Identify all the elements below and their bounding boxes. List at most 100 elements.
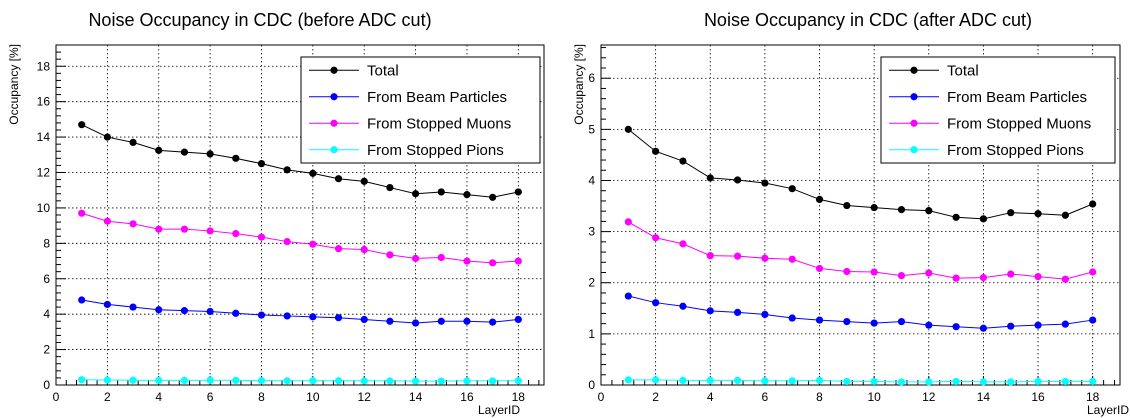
legend-box: [880, 56, 1116, 164]
legend-entry-label: From Beam Particles: [947, 89, 1087, 106]
series-point: [706, 252, 714, 260]
series-point: [1007, 322, 1015, 330]
x-tick-label: 0: [53, 390, 60, 404]
series-point: [283, 166, 291, 174]
y-axis-label: Occupancy [%]: [572, 44, 586, 125]
y-tick-label: 10: [37, 201, 51, 215]
x-tick-label: 8: [816, 390, 823, 404]
series-point: [843, 318, 851, 326]
series-point: [788, 377, 796, 385]
y-tick-label: 12: [37, 166, 51, 180]
series-point: [489, 377, 497, 385]
y-tick-label: 6: [588, 71, 595, 85]
series-point: [386, 317, 394, 325]
series-point: [334, 175, 343, 183]
y-tick-label: 8: [43, 236, 50, 250]
series-point: [733, 308, 742, 316]
x-tick-label: 4: [155, 390, 162, 404]
series-point: [360, 377, 368, 385]
series-point: [437, 317, 445, 325]
x-tick-label: 8: [258, 390, 265, 404]
series-point: [257, 376, 266, 385]
legend-swatch-marker: [330, 66, 338, 74]
series-point: [733, 376, 742, 384]
series-point: [514, 315, 522, 324]
legend-entry-label: From Beam Particles: [367, 89, 507, 106]
series-point: [815, 264, 824, 273]
series-point: [283, 312, 291, 320]
series-point: [679, 240, 687, 248]
series-line: [628, 379, 1093, 383]
series-point: [232, 309, 240, 317]
series-point: [206, 376, 214, 384]
x-tick-label: 10: [867, 390, 881, 404]
series-point: [129, 303, 137, 311]
series-point: [897, 378, 906, 386]
legend-swatch-marker: [910, 146, 918, 154]
series-point: [232, 154, 240, 162]
series-point: [309, 240, 317, 248]
series-point: [761, 254, 769, 262]
series-point: [437, 188, 445, 196]
series-point: [360, 177, 368, 185]
series-point: [652, 376, 660, 384]
series-line: [628, 221, 1093, 280]
series-point: [206, 150, 214, 158]
series-point: [815, 316, 824, 324]
series-point: [1007, 270, 1015, 278]
series-point: [1007, 209, 1015, 217]
x-axis-label: LayerID: [1087, 403, 1129, 417]
y-tick-label: 2: [43, 343, 50, 357]
series-line: [81, 299, 519, 324]
series-point: [257, 311, 266, 319]
series-point: [232, 229, 240, 238]
x-tick-label: 6: [207, 390, 214, 404]
series-point: [979, 274, 988, 282]
series-point: [843, 377, 851, 386]
legend-entry-label: From Stopped Muons: [947, 115, 1091, 132]
legend-entry-label: From Stopped Pions: [947, 142, 1084, 159]
series-point: [334, 377, 343, 385]
x-tick-label: 14: [409, 390, 423, 404]
series-point: [180, 307, 189, 315]
chart-title: Noise Occupancy in CDC (after ADC cut): [704, 10, 1032, 30]
series-point: [925, 378, 933, 386]
series-line: [628, 128, 1093, 220]
y-axis-label: Occupancy [%]: [7, 44, 21, 125]
series-point: [129, 376, 137, 384]
series-point: [103, 300, 111, 309]
x-tick-label: 0: [598, 390, 605, 404]
x-tick-label: 10: [306, 390, 320, 404]
legend: Total From Beam Particles From Stopped Muo…: [300, 56, 541, 164]
series-point: [514, 377, 522, 385]
x-tick-label: 12: [922, 390, 936, 404]
series-point: [733, 252, 742, 260]
series-point: [309, 169, 317, 177]
series-point: [129, 138, 137, 146]
series-point: [103, 217, 111, 225]
series-point: [386, 377, 394, 385]
chart-after-adc-cut-svg: Noise Occupancy in CDC (after ADC cut) L…: [572, 10, 1129, 417]
x-tick-label: 2: [104, 390, 111, 404]
series-point: [360, 315, 368, 324]
legend-swatch-marker: [330, 93, 338, 101]
series-point: [1061, 320, 1069, 328]
series-point: [624, 218, 632, 226]
series-point: [761, 310, 769, 319]
series-point: [952, 274, 960, 282]
series-point: [815, 195, 824, 204]
series-point: [489, 318, 497, 326]
series-point: [652, 299, 660, 307]
series-point: [180, 376, 189, 384]
series-point: [843, 267, 851, 276]
y-tick-label: 4: [588, 173, 595, 187]
x-tick-label: 6: [762, 390, 769, 404]
series-point: [652, 147, 660, 155]
series-point: [979, 324, 988, 332]
series-point: [1034, 377, 1042, 386]
series-point: [652, 234, 660, 242]
series-point: [733, 176, 742, 184]
series-point: [463, 377, 471, 385]
series-line: [81, 379, 519, 382]
series-point: [257, 233, 266, 241]
